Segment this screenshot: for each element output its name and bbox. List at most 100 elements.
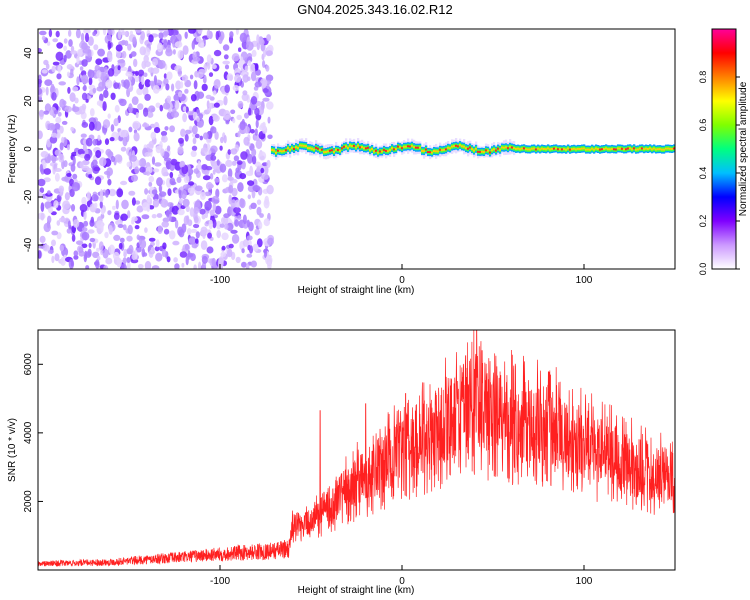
noise-blob: [88, 117, 97, 124]
noise-blob: [177, 208, 185, 216]
noise-blob: [71, 234, 76, 242]
noise-blob: [128, 126, 133, 133]
noise-blob: [170, 158, 178, 166]
noise-blob: [131, 197, 136, 206]
noise-blob: [162, 242, 167, 250]
noise-blob: [197, 160, 201, 171]
signal-core: [356, 144, 360, 147]
signal-core: [634, 148, 638, 151]
noise-blob: [127, 224, 133, 235]
signal-core: [424, 148, 428, 151]
noise-blob: [81, 74, 89, 84]
noise-blob: [246, 235, 253, 241]
signal-core: [550, 148, 554, 150]
noise-blob: [92, 87, 97, 94]
noise-blob: [67, 220, 71, 228]
noise-blob: [200, 147, 208, 153]
noise-blob: [41, 35, 46, 41]
noise-blob: [121, 199, 129, 210]
signal-core: [344, 145, 348, 148]
noise-blob: [263, 248, 268, 259]
signal-core: [414, 146, 418, 149]
noise-blob: [154, 127, 161, 134]
noise-blob: [104, 231, 109, 239]
signal-core: [454, 144, 458, 147]
noise-blob: [190, 94, 197, 102]
noise-blob: [262, 88, 269, 93]
signal-core: [342, 145, 346, 148]
noise-blob: [155, 252, 163, 262]
noise-blob: [189, 253, 196, 262]
signal-core: [386, 150, 390, 153]
noise-blob: [84, 153, 91, 161]
noise-blob: [89, 108, 95, 117]
noise-blob: [66, 172, 72, 177]
signal-core: [526, 148, 530, 151]
noise-blob: [56, 42, 64, 49]
noise-blob: [208, 219, 213, 230]
signal-core: [384, 149, 388, 152]
noise-blob: [148, 105, 156, 113]
noise-blob: [101, 209, 105, 215]
noise-blob: [70, 163, 76, 172]
signal-core: [588, 148, 592, 151]
noise-blob: [96, 70, 102, 79]
signal-core: [274, 151, 278, 154]
noise-blob: [198, 261, 202, 269]
noise-blob: [68, 29, 72, 37]
signal-core: [324, 151, 328, 153]
noise-blob: [190, 228, 198, 233]
noise-blob: [171, 83, 175, 92]
noise-blob: [162, 102, 171, 110]
signal-core: [394, 148, 398, 151]
noise-blob: [266, 34, 271, 42]
signal-core: [502, 146, 506, 149]
signal-core: [632, 147, 636, 150]
signal-core: [648, 147, 652, 150]
noise-blob: [85, 98, 89, 103]
noise-blob: [54, 168, 62, 172]
noise-blob: [56, 194, 62, 203]
noise-blob: [121, 263, 127, 269]
noise-blob: [182, 113, 188, 123]
noise-blob: [173, 93, 180, 102]
noise-blob: [90, 216, 95, 224]
signal-core: [512, 147, 516, 150]
noise-blob: [136, 87, 144, 96]
noise-blob: [38, 178, 46, 187]
noise-blob: [242, 74, 249, 83]
noise-blob: [237, 215, 242, 220]
noise-blob: [68, 39, 73, 47]
noise-blob: [136, 234, 140, 240]
noise-blob: [112, 251, 120, 260]
noise-blob: [207, 232, 213, 239]
signal-core: [574, 148, 578, 151]
noise-blob: [250, 260, 257, 268]
signal-core: [322, 151, 326, 154]
y-tick-label: 4000: [23, 421, 34, 444]
noise-blob: [105, 257, 113, 265]
noise-blob: [255, 139, 263, 150]
noise-blob: [251, 155, 257, 165]
snr-frame: [37, 329, 676, 571]
noise-blob: [123, 248, 127, 257]
noise-blob: [208, 102, 215, 109]
noise-blob: [188, 125, 193, 131]
noise-blob: [166, 95, 172, 102]
signal-core: [596, 148, 600, 150]
noise-blob: [100, 188, 103, 199]
noise-blob: [128, 103, 133, 114]
noise-blob: [115, 219, 123, 226]
noise-blob: [196, 91, 205, 99]
signal-core: [598, 148, 602, 151]
noise-blob: [124, 40, 129, 47]
signal-core: [270, 149, 274, 151]
noise-blob: [265, 65, 270, 72]
signal-core: [650, 148, 654, 151]
noise-blob: [226, 222, 234, 232]
signal-core: [392, 148, 396, 151]
noise-blob: [158, 32, 164, 39]
noise-blob: [148, 34, 154, 43]
noise-blob: [144, 152, 151, 157]
signal-core: [564, 148, 568, 151]
